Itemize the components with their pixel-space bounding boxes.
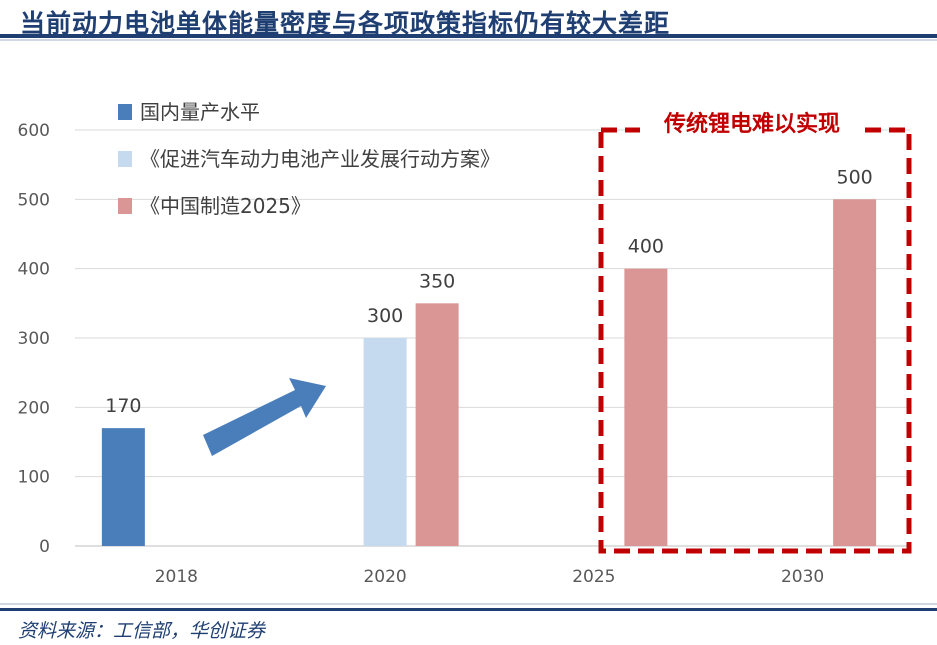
data-label: 400 <box>628 236 664 258</box>
trend-arrow-icon <box>203 378 326 456</box>
x-tick-label: 2018 <box>155 567 198 587</box>
source-note: 资料来源：工信部，华创证券 <box>18 620 266 642</box>
legend-label: 国内量产水平 <box>140 100 260 124</box>
header-rule <box>0 34 937 38</box>
bar <box>833 199 877 547</box>
y-tick-label: 100 <box>18 468 50 488</box>
y-tick-label: 600 <box>18 121 50 141</box>
legend-swatch <box>118 198 132 214</box>
legend-swatch <box>118 104 132 120</box>
annotation-label: 传统锂电难以实现 <box>663 111 840 137</box>
legend-swatch <box>118 151 132 167</box>
y-tick-label: 0 <box>39 537 50 557</box>
legend-label: 《促进汽车动力电池产业发展行动方案》 <box>140 147 500 171</box>
data-label: 500 <box>836 166 872 188</box>
x-tick-label: 2020 <box>363 567 406 587</box>
y-tick-label: 500 <box>18 190 50 210</box>
y-tick-label: 400 <box>18 260 50 280</box>
data-label: 350 <box>419 270 455 292</box>
data-label: 300 <box>367 305 403 327</box>
bar <box>624 268 668 546</box>
legend-label: 《中国制造2025》 <box>140 194 311 218</box>
bar-chart: 0 100 200 300 400 500 600 2018 2020 2025 2030 170 3… <box>18 100 912 587</box>
footer-rule-thin <box>0 603 937 605</box>
x-tick-label: 2025 <box>572 567 615 587</box>
annotation-label-bg <box>640 110 865 140</box>
x-tick-label: 2030 <box>781 567 824 587</box>
bar <box>101 428 145 546</box>
header-rule-thin <box>0 39 937 41</box>
footer-rule <box>0 608 937 611</box>
bar <box>363 338 407 546</box>
y-tick-label: 300 <box>18 329 50 349</box>
data-label: 170 <box>105 395 141 417</box>
bar <box>415 303 459 546</box>
page-title: 当前动力电池单体能量密度与各项政策指标仍有较大差距 <box>20 9 671 38</box>
y-tick-label: 200 <box>18 398 50 418</box>
